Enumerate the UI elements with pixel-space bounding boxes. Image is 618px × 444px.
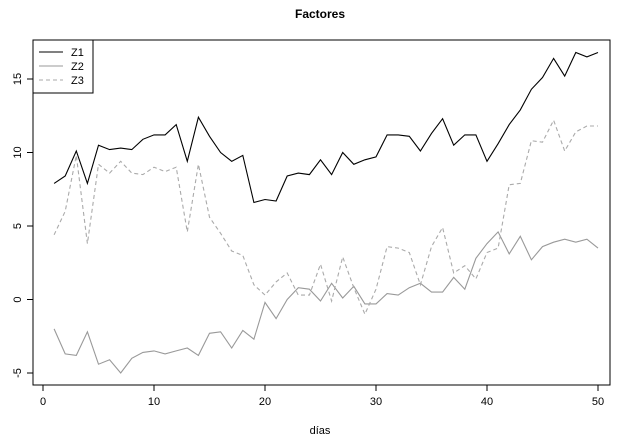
series-line-z1 <box>53 51 599 204</box>
x-tick-label: 0 <box>40 396 46 408</box>
y-tick-label: 0 <box>12 296 24 302</box>
legend-label-z2: Z2 <box>71 61 84 73</box>
x-tick-label: 10 <box>148 396 160 408</box>
y-tick-label: 5 <box>12 223 24 229</box>
y-tick-label: 10 <box>12 146 24 158</box>
legend: Z1 Z2 Z3 <box>32 39 94 94</box>
x-axis-label: días <box>310 425 331 437</box>
x-tick-label: 50 <box>592 396 604 408</box>
y-tick-label: 15 <box>12 73 24 85</box>
y-tick-label: -5 <box>12 368 24 378</box>
legend-label-z1: Z1 <box>71 47 84 59</box>
series-line-z3 <box>53 118 598 316</box>
x-tick-label: 20 <box>259 396 271 408</box>
axes: 0 10 20 30 40 50 -5 0 5 10 15 <box>12 39 611 408</box>
chart-title: Factores <box>295 7 345 21</box>
plot-frame <box>32 39 611 386</box>
series-lines <box>53 51 599 374</box>
series-line-z2 <box>53 230 599 374</box>
x-tick-label: 40 <box>481 396 493 408</box>
legend-label-z3: Z3 <box>71 75 84 87</box>
x-tick-label: 30 <box>370 396 382 408</box>
